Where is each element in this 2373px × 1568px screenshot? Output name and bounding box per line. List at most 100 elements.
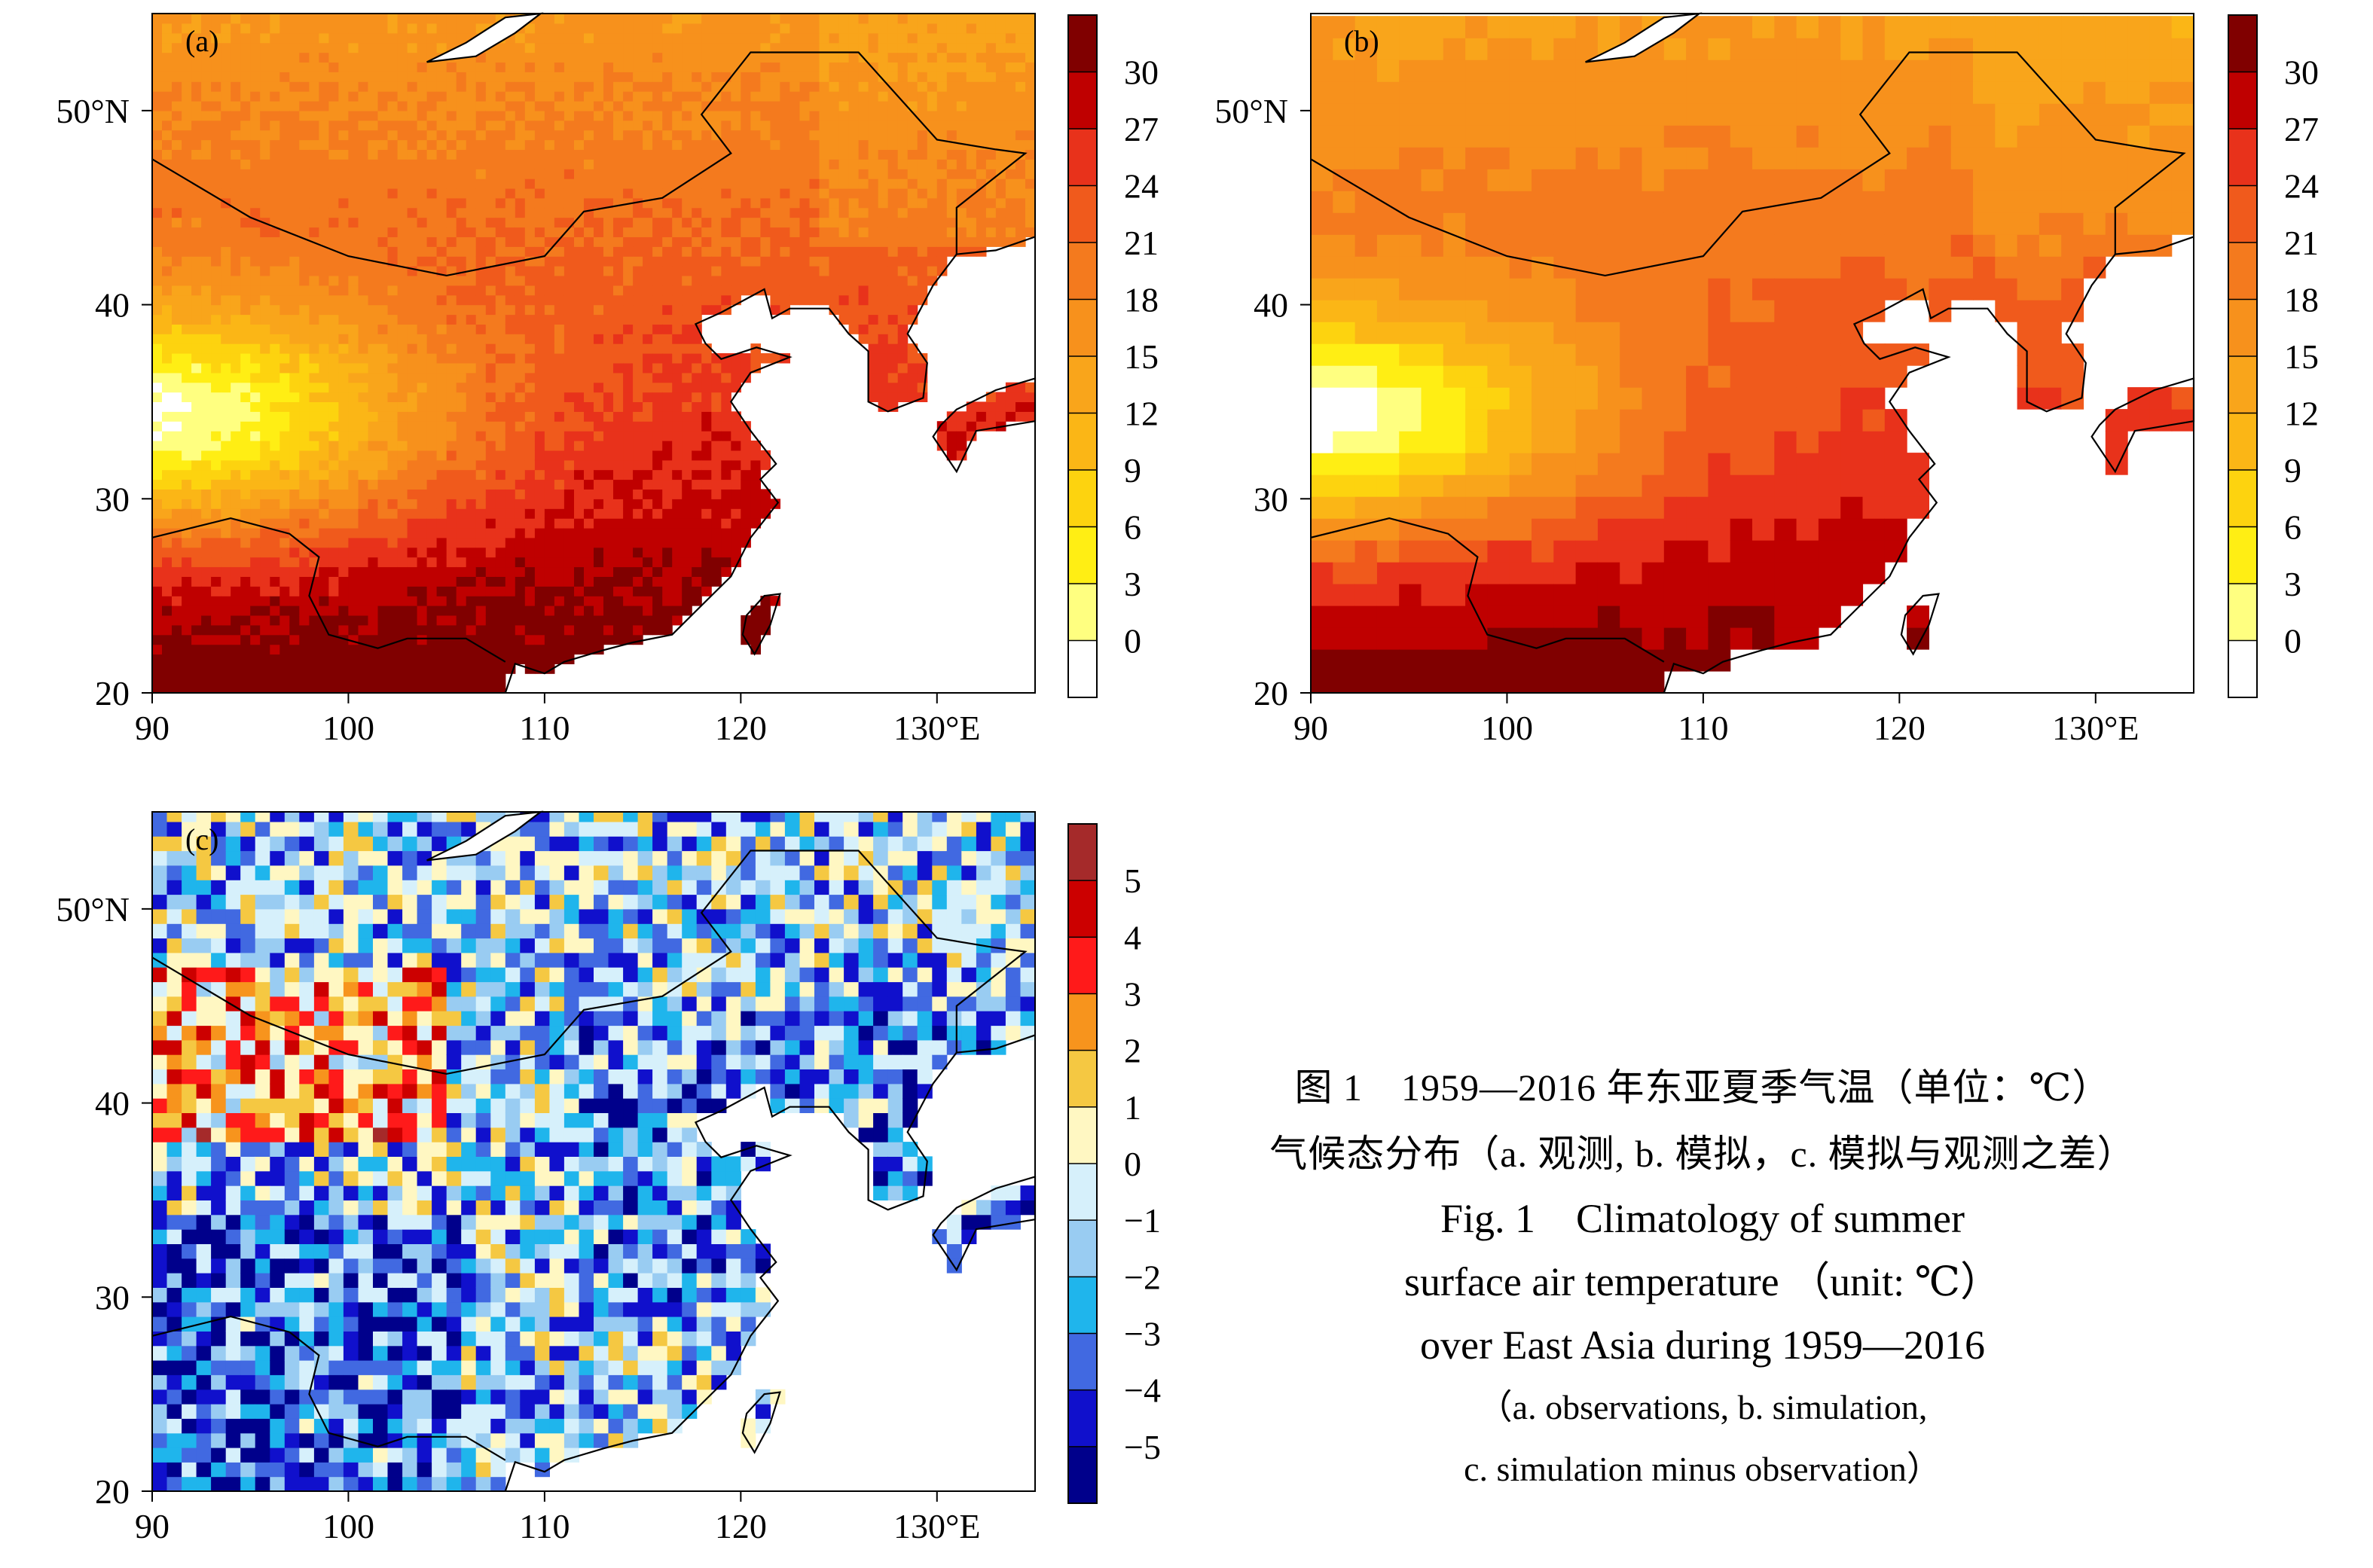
heatmap-cell bbox=[534, 537, 545, 548]
heatmap-cell bbox=[260, 266, 270, 276]
heatmap-cell bbox=[446, 23, 457, 34]
heatmap-cell bbox=[162, 91, 173, 102]
heatmap-cell bbox=[878, 91, 889, 102]
heatmap-cell bbox=[191, 392, 202, 402]
heatmap-cell bbox=[466, 654, 477, 664]
heatmap-cell bbox=[574, 294, 585, 306]
heatmap-cell bbox=[731, 499, 741, 509]
heatmap-cell bbox=[643, 266, 653, 276]
heatmap-cell bbox=[250, 62, 261, 72]
heatmap-cell bbox=[584, 450, 594, 461]
heatmap-cell bbox=[172, 343, 182, 354]
heatmap-cell bbox=[299, 673, 310, 684]
heatmap-cell bbox=[279, 634, 290, 645]
heatmap-cell bbox=[152, 188, 163, 199]
heatmap-cell bbox=[309, 188, 319, 199]
heatmap-cell bbox=[534, 324, 545, 334]
heatmap-cell bbox=[505, 421, 516, 432]
heatmap-cell bbox=[750, 14, 761, 24]
heatmap-cell bbox=[201, 547, 212, 558]
heatmap-cell bbox=[250, 42, 261, 53]
heatmap-cell bbox=[299, 159, 310, 169]
heatmap-cell bbox=[633, 217, 643, 228]
heatmap-cell bbox=[162, 450, 173, 461]
heatmap-cell bbox=[289, 169, 300, 179]
heatmap-cell bbox=[672, 207, 683, 218]
heatmap-cell bbox=[152, 285, 163, 296]
heatmap-cell bbox=[750, 159, 761, 169]
heatmap-cell bbox=[485, 479, 496, 490]
heatmap-cell bbox=[289, 178, 300, 189]
heatmap-cell bbox=[652, 42, 663, 53]
heatmap-cell bbox=[338, 392, 349, 402]
heatmap-cell bbox=[907, 285, 918, 296]
heatmap-cell bbox=[250, 110, 261, 121]
heatmap-cell bbox=[633, 499, 643, 509]
heatmap-cell bbox=[838, 227, 850, 237]
heatmap-cell bbox=[426, 634, 438, 645]
heatmap-cell bbox=[397, 120, 408, 131]
heatmap-cell bbox=[652, 343, 663, 354]
heatmap-cell bbox=[407, 518, 418, 529]
heatmap-cell bbox=[594, 508, 604, 519]
heatmap-cell bbox=[328, 586, 339, 596]
heatmap-cell bbox=[829, 236, 840, 247]
heatmap-cell bbox=[563, 489, 575, 499]
heatmap-cell bbox=[182, 586, 192, 596]
heatmap-cell bbox=[534, 450, 545, 461]
heatmap-cell bbox=[328, 431, 339, 441]
heatmap-cell bbox=[731, 227, 741, 237]
heatmap-cell bbox=[515, 459, 526, 471]
heatmap-cell bbox=[721, 294, 731, 306]
heatmap-cell bbox=[643, 441, 653, 451]
heatmap-cell bbox=[985, 149, 997, 160]
heatmap-cell bbox=[584, 91, 594, 102]
heatmap-cell bbox=[201, 149, 212, 160]
heatmap-cell bbox=[643, 576, 653, 587]
heatmap-cell bbox=[731, 188, 741, 199]
heatmap-cell bbox=[731, 275, 741, 286]
heatmap-cell bbox=[574, 459, 585, 471]
heatmap-cell bbox=[436, 285, 447, 296]
heatmap-cell bbox=[554, 32, 565, 44]
heatmap-cell bbox=[182, 314, 192, 325]
heatmap-cell bbox=[426, 227, 438, 237]
heatmap-cell bbox=[495, 236, 506, 247]
heatmap-cell bbox=[780, 207, 790, 218]
heatmap-cell bbox=[711, 401, 722, 412]
heatmap-cell bbox=[182, 615, 192, 626]
heatmap-cell bbox=[544, 23, 555, 34]
heatmap-cell bbox=[554, 624, 565, 636]
heatmap-cell bbox=[603, 72, 614, 82]
heatmap-cell bbox=[446, 527, 457, 538]
heatmap-cell bbox=[446, 334, 457, 344]
heatmap-cell bbox=[603, 139, 614, 150]
heatmap-cell bbox=[505, 324, 516, 334]
heatmap-cell bbox=[240, 149, 251, 160]
heatmap-cell bbox=[838, 139, 850, 150]
heatmap-cell bbox=[231, 246, 241, 257]
heatmap-cell bbox=[633, 624, 643, 636]
heatmap-cell bbox=[554, 120, 565, 131]
heatmap-cell bbox=[436, 421, 447, 432]
heatmap-cell bbox=[299, 285, 310, 296]
heatmap-cell bbox=[348, 207, 359, 218]
heatmap-cell bbox=[299, 489, 310, 499]
heatmap-cell bbox=[270, 275, 280, 286]
heatmap-cell bbox=[260, 159, 270, 169]
heatmap-cell bbox=[662, 527, 673, 538]
heatmap-cell bbox=[946, 411, 957, 422]
heatmap-cell bbox=[221, 508, 231, 519]
heatmap-cell bbox=[897, 207, 909, 218]
heatmap-cell bbox=[426, 91, 438, 102]
heatmap-cell bbox=[201, 537, 212, 548]
heatmap-cell bbox=[221, 372, 231, 383]
heatmap-cell bbox=[643, 450, 653, 461]
heatmap-cell bbox=[524, 392, 536, 402]
heatmap-cell bbox=[682, 362, 692, 374]
heatmap-cell bbox=[878, 324, 889, 334]
heatmap-cell bbox=[250, 72, 261, 82]
heatmap-cell bbox=[240, 431, 251, 441]
heatmap-cell bbox=[407, 197, 418, 209]
heatmap-cell bbox=[505, 459, 516, 471]
